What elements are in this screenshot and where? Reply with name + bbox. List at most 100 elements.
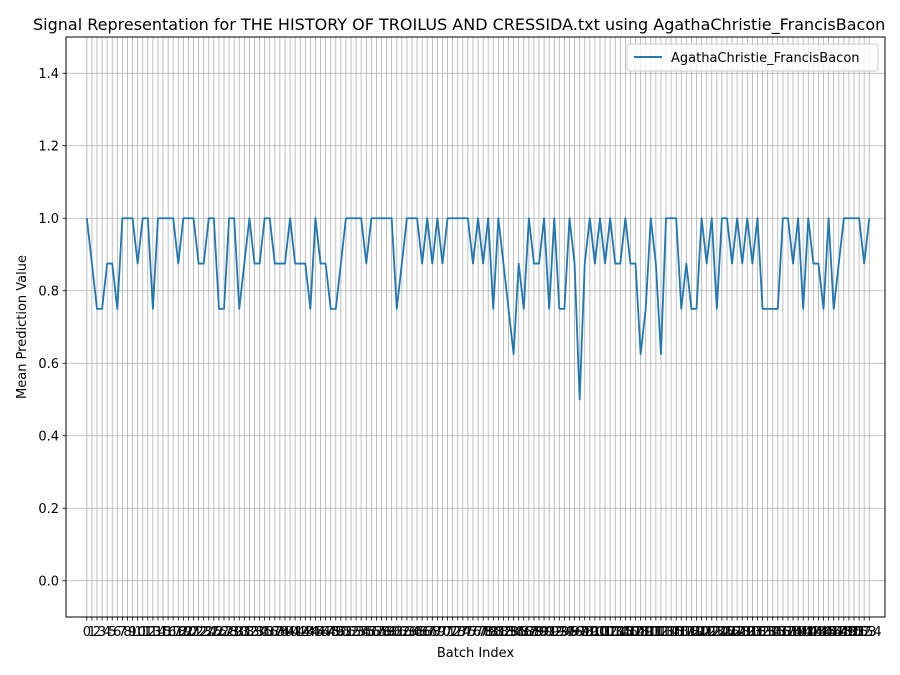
x-tick-label: 66 <box>414 625 431 640</box>
x-tick-label: 49 <box>328 625 345 640</box>
x-tick-label: 16 <box>160 625 177 640</box>
x-tick-label: 74 <box>455 625 472 640</box>
x-tick-label: 3 <box>98 625 106 640</box>
chart-title: Signal Representation for THE HISTORY OF… <box>33 15 885 35</box>
x-tick-label: 12 <box>140 625 157 640</box>
x-tick-label: 7 <box>118 625 126 640</box>
x-tick-label: 86 <box>515 625 532 640</box>
x-tick-label: 31 <box>236 625 253 640</box>
x-tick-label: 33 <box>246 625 263 640</box>
x-tick-label: 55 <box>358 625 375 640</box>
x-tick-label: 15 <box>155 625 172 640</box>
x-tick-label: 6 <box>113 625 121 640</box>
x-tick-label: 21 <box>185 625 202 640</box>
x-tick-label: 134 <box>755 625 780 640</box>
x-tick-label: 102 <box>593 625 618 640</box>
x-tick-label: 120 <box>684 625 709 640</box>
x-tick-label: 108 <box>623 625 648 640</box>
x-tick-label: 119 <box>679 625 704 640</box>
x-tick-label: 98 <box>576 625 593 640</box>
x-tick-label: 69 <box>429 625 446 640</box>
x-tick-label: 148 <box>826 625 851 640</box>
x-tick-label: 30 <box>231 625 248 640</box>
x-tick-label: 146 <box>816 625 841 640</box>
x-tick-label: 121 <box>689 625 714 640</box>
x-tick-label: 100 <box>582 625 607 640</box>
x-tick-label: 34 <box>251 625 268 640</box>
x-tick-label: 54 <box>353 625 370 640</box>
x-tick-label: 132 <box>745 625 770 640</box>
x-tick-label: 59 <box>378 625 395 640</box>
x-tick-label: 116 <box>664 625 689 640</box>
x-tick-label: 114 <box>654 625 679 640</box>
x-tick-label: 71 <box>439 625 456 640</box>
x-tick-label: 139 <box>781 625 806 640</box>
x-tick-label: 46 <box>312 625 329 640</box>
x-tick-label: 136 <box>765 625 790 640</box>
x-tick-label: 111 <box>638 625 663 640</box>
x-tick-label: 48 <box>322 625 339 640</box>
x-tick-label: 82 <box>495 625 512 640</box>
x-tick-label: 64 <box>404 625 421 640</box>
x-tick-label: 118 <box>674 625 699 640</box>
x-tick-label: 152 <box>847 625 872 640</box>
x-axis: 0123456789101112131415161718192021222324… <box>83 617 882 640</box>
series-line-agathachristie-francisbacon <box>85 217 871 401</box>
x-tick-label: 47 <box>317 625 334 640</box>
y-tick-label: 1.0 <box>38 212 59 227</box>
x-tick-label: 89 <box>531 625 548 640</box>
x-tick-label: 39 <box>277 625 294 640</box>
x-tick-label: 128 <box>725 625 750 640</box>
x-tick-label: 107 <box>618 625 643 640</box>
x-tick-label: 28 <box>221 625 238 640</box>
y-tick-label: 0.0 <box>38 574 59 589</box>
x-tick-label: 40 <box>282 625 299 640</box>
x-tick-label: 68 <box>424 625 441 640</box>
x-tick-label: 145 <box>811 625 836 640</box>
x-tick-label: 14 <box>150 625 167 640</box>
x-tick-label: 43 <box>297 625 314 640</box>
x-tick-label: 61 <box>388 625 405 640</box>
x-tick-label: 97 <box>571 625 588 640</box>
x-tick-label: 26 <box>211 625 228 640</box>
x-tick-label: 96 <box>566 625 583 640</box>
x-tick-label: 42 <box>292 625 309 640</box>
x-tick-label: 137 <box>770 625 795 640</box>
x-tick-label: 112 <box>643 625 668 640</box>
x-tick-label: 110 <box>633 625 658 640</box>
x-tick-label: 13 <box>145 625 162 640</box>
x-tick-label: 149 <box>831 625 856 640</box>
x-tick-label: 51 <box>338 625 355 640</box>
plot-frame <box>65 36 886 618</box>
y-tick-label: 0.4 <box>38 429 59 444</box>
y-tick-label: 0.6 <box>38 357 59 372</box>
x-tick-label: 8 <box>123 625 131 640</box>
x-tick-label: 88 <box>526 625 543 640</box>
x-tick-label: 5 <box>108 625 116 640</box>
y-tick-label: 1.4 <box>38 67 59 82</box>
x-tick-label: 20 <box>180 625 197 640</box>
x-tick-label: 25 <box>206 625 223 640</box>
x-tick-label: 138 <box>776 625 801 640</box>
x-tick-label: 9 <box>128 625 136 640</box>
series-layer <box>85 217 871 401</box>
x-axis-label: Batch Index <box>437 646 515 661</box>
x-tick-label: 125 <box>709 625 734 640</box>
x-tick-label: 57 <box>368 625 385 640</box>
x-tick-label: 142 <box>796 625 821 640</box>
x-tick-label: 80 <box>485 625 502 640</box>
x-tick-label: 127 <box>720 625 745 640</box>
x-tick-label: 10 <box>129 625 146 640</box>
x-tick-label: 1 <box>88 625 96 640</box>
x-tick-label: 32 <box>241 625 258 640</box>
x-tick-label: 24 <box>200 625 217 640</box>
y-tick-label: 1.2 <box>38 139 59 154</box>
legend-entry-label: AgathaChristie_FrancisBacon <box>671 51 860 66</box>
x-tick-label: 92 <box>546 625 563 640</box>
x-tick-label: 63 <box>399 625 416 640</box>
x-tick-label: 130 <box>735 625 760 640</box>
x-tick-label: 67 <box>419 625 436 640</box>
x-tick-label: 104 <box>603 625 628 640</box>
x-tick-label: 75 <box>460 625 477 640</box>
